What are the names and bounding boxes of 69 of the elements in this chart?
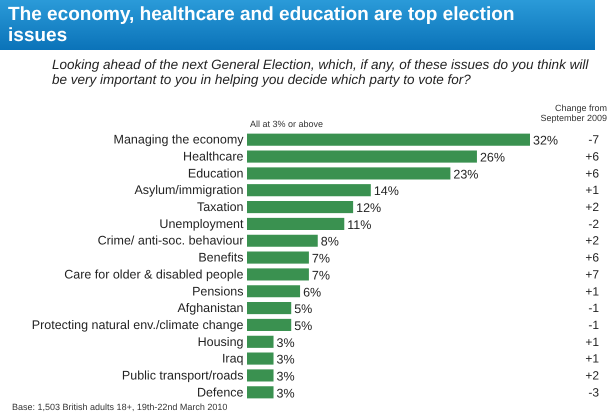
text: +6	[585, 166, 600, 180]
bar	[247, 134, 530, 146]
bar	[247, 336, 274, 348]
y-tick-label: Iraq	[222, 352, 244, 366]
text: Change from September 2009	[539, 103, 607, 123]
data-label: 3%	[276, 369, 295, 384]
data-label: 14%	[374, 184, 399, 198]
y-tick-label: Pensions	[192, 284, 244, 298]
text: Base: 1,503 British adults 18+, 19th-22nd March 2010	[12, 402, 228, 412]
text: +1	[585, 183, 600, 198]
text: -1	[588, 318, 600, 332]
y-tick-label: Housing	[198, 334, 244, 349]
y-tick-label: Care for older & disabled people	[64, 267, 244, 282]
text: -2	[588, 216, 600, 231]
y-tick-label: Asylum/immigration	[134, 183, 244, 198]
text: -3	[588, 385, 600, 400]
y-tick-label: Benefits	[198, 250, 244, 265]
bar	[247, 352, 274, 365]
text: All at 3% or above	[250, 119, 324, 129]
text: -7	[588, 132, 600, 147]
data-label: 8%	[320, 234, 339, 249]
y-tick-label: Education	[188, 166, 244, 180]
chart-subtitle: Looking ahead of the next General Election, which, if any, of these issues do you think will be very important to you in helping you decide which party to vote for?	[52, 57, 590, 87]
data-label: 3%	[276, 386, 295, 400]
data-label: 23%	[453, 167, 478, 182]
data-label: 3%	[276, 336, 295, 350]
text: +2	[585, 368, 600, 382]
data-label: 11%	[347, 218, 372, 232]
bar	[247, 252, 309, 264]
bar	[247, 318, 292, 331]
chart-title: The economy, healthcare and education are top election issues	[0, 0, 595, 50]
bar	[247, 386, 274, 398]
text: +1	[585, 284, 600, 298]
bar	[247, 201, 354, 214]
y-tick-label: Public transport/roads	[122, 368, 244, 382]
bar	[247, 218, 344, 230]
text: +2	[585, 200, 600, 214]
data-label: 5%	[294, 318, 312, 333]
y-tick-label: Crime/ anti-soc. behaviour	[98, 234, 244, 248]
bar	[247, 285, 300, 298]
y-tick-label: Defence	[196, 385, 244, 400]
y-tick-label: Managing the economy	[114, 132, 244, 147]
data-label: 7%	[312, 268, 330, 282]
text: +7	[585, 267, 600, 282]
data-label: 6%	[303, 285, 322, 300]
data-label: 32%	[533, 134, 558, 148]
text: -1	[588, 301, 600, 316]
text: +1	[585, 334, 600, 349]
y-tick-label: Unemployment	[159, 216, 244, 231]
data-label: 26%	[480, 150, 505, 165]
text: +6	[585, 250, 600, 265]
bar	[247, 369, 274, 382]
y-tick-label: Taxation	[196, 200, 244, 214]
data-label: 5%	[294, 302, 312, 316]
y-tick-label: Protecting natural env./climate change	[32, 318, 244, 332]
text: +6	[585, 150, 600, 164]
data-label: 12%	[356, 201, 382, 216]
y-tick-label: Afghanistan	[177, 301, 244, 316]
bar	[247, 234, 318, 247]
bar	[247, 302, 292, 314]
data-label: 7%	[312, 252, 330, 266]
bar	[247, 184, 371, 196]
data-label: 3%	[276, 352, 295, 367]
bar	[247, 167, 450, 180]
bar	[247, 268, 309, 280]
text: +1	[585, 352, 600, 366]
text: +2	[585, 234, 600, 248]
bar	[247, 150, 477, 163]
y-tick-label: Healthcare	[183, 150, 244, 164]
